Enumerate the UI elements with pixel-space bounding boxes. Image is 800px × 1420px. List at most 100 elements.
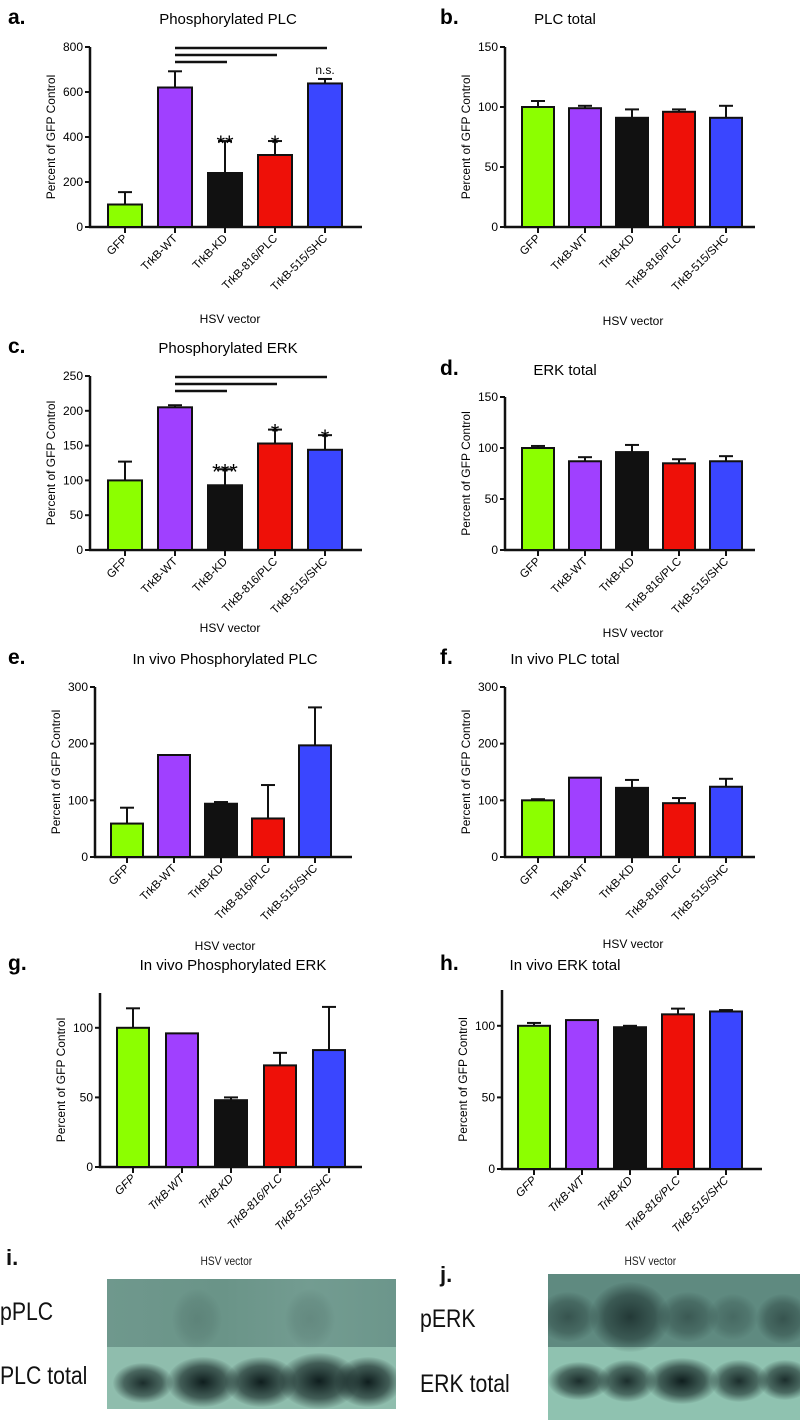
blot-band-total — [646, 1358, 718, 1404]
x-tick-label: TrkB-WT — [139, 556, 180, 597]
blot-band-phospho — [285, 1289, 335, 1349]
blot-band-total — [113, 1363, 173, 1403]
y-tick-label: 0 — [488, 1162, 495, 1176]
western-blot-j — [548, 1274, 800, 1420]
y-tick-label: 50 — [482, 1090, 496, 1104]
y-tick-label: 600 — [63, 85, 83, 99]
y-tick-label: 0 — [76, 220, 83, 234]
x-tick-label: TrkB-WT — [139, 233, 180, 274]
blot-band-phospho — [172, 1289, 222, 1349]
bar-trkb-515-shc — [307, 82, 343, 228]
chart-panel-c: c. Phosphorylated ERK 0 50 100 150 200 250 Perce… — [8, 335, 362, 635]
y-tick-label: 100 — [478, 100, 498, 114]
x-tick-label: GFP — [107, 862, 132, 887]
bar-trkb-816-plc — [257, 442, 293, 551]
bar-trkb-kd — [207, 484, 243, 551]
y-axis-label: Percent of GFP Control — [456, 1017, 470, 1142]
panel-label-j: j. — [440, 1262, 453, 1287]
x-tick-label: GFP — [113, 1172, 138, 1197]
bar-trkb-wt — [157, 86, 193, 228]
blot-j-row-label-phospho: pERK — [420, 1305, 476, 1333]
x-tick-label: GFP — [518, 555, 543, 580]
y-tick-label: 0 — [86, 1160, 93, 1174]
y-tick-label: 200 — [68, 737, 88, 751]
bar-gfp — [110, 822, 144, 858]
y-tick-label: 150 — [478, 40, 498, 54]
bar-trkb-816-plc — [263, 1064, 297, 1169]
y-tick-label: 0 — [491, 543, 498, 557]
x-tick-label: TrkB-KD — [191, 556, 230, 595]
bar-gfp — [107, 479, 143, 551]
blot-i-row-label-phospho: pPLC — [0, 1298, 54, 1326]
x-tick-label: TrkB-KD — [596, 1175, 635, 1214]
y-tick-label: 200 — [63, 175, 83, 189]
blot-band-phospho — [658, 1292, 718, 1342]
x-axis-label: HSV vector — [603, 937, 664, 951]
x-tick-label: TrkB-WT — [147, 1172, 188, 1213]
chart-title: In vivo ERK total — [510, 957, 621, 974]
bar-gfp — [521, 106, 555, 228]
y-tick-label: 50 — [485, 160, 499, 174]
y-tick-label: 100 — [73, 1021, 93, 1035]
chart-title: In vivo PLC total — [510, 651, 619, 668]
bar-trkb-kd — [207, 172, 243, 228]
x-tick-label: GFP — [105, 232, 130, 257]
x-axis-label: HSV vector — [603, 314, 664, 328]
panel-label: g. — [8, 952, 27, 975]
y-tick-label: 200 — [478, 737, 498, 751]
bar-gfp — [521, 799, 555, 858]
chart-panel-a: a. Phosphorylated PLC 0 200 400 600 800 Percent… — [8, 6, 362, 326]
panel-label: d. — [440, 357, 459, 380]
significance-marker: * — [321, 425, 330, 450]
bar-trkb-515-shc — [709, 785, 743, 859]
blot-band-phospho — [756, 1294, 800, 1344]
blot-band-phospho — [708, 1294, 758, 1340]
x-tick-label: TrkB-KD — [598, 556, 637, 595]
blot-i-title: HSV vector — [200, 1254, 253, 1268]
y-tick-label: 100 — [478, 441, 498, 455]
bar-trkb-816-plc — [662, 462, 696, 551]
bar-trkb-515-shc — [298, 744, 332, 858]
y-tick-label: 0 — [76, 543, 83, 557]
x-tick-label: TrkB-KD — [197, 1173, 236, 1212]
blot-band-phospho — [548, 1292, 598, 1342]
chart-title: PLC total — [534, 11, 596, 28]
chart-title: In vivo Phosphorylated PLC — [132, 651, 317, 668]
y-tick-label: 50 — [485, 492, 499, 506]
x-tick-label: GFP — [105, 555, 130, 580]
bar-trkb-515-shc — [307, 448, 343, 551]
bar-trkb-kd — [204, 802, 238, 859]
chart-panel-h: h. In vivo ERK total 0 50 100 Percent of GFP … — [440, 952, 762, 1235]
significance-marker: *** — [212, 459, 238, 484]
chart-panel-b: b. PLC total 0 50 100 150 Percent of GFP Contr… — [440, 6, 755, 328]
x-axis-label: HSV vector — [200, 312, 261, 326]
bar-gfp — [107, 203, 143, 228]
bar-trkb-816-plc — [662, 110, 696, 228]
blot-j-row-label-total: ERK total — [420, 1370, 510, 1398]
y-tick-label: 400 — [63, 130, 83, 144]
bar-trkb-wt — [568, 107, 602, 228]
x-tick-label: TrkB-WT — [549, 863, 590, 904]
y-tick-label: 0 — [491, 220, 498, 234]
y-tick-label: 250 — [63, 369, 83, 383]
bar-trkb-kd — [214, 1099, 248, 1168]
bar-trkb-816-plc — [661, 1013, 695, 1170]
y-axis-label: Percent of GFP Control — [49, 710, 63, 835]
bar-trkb-515-shc — [312, 1049, 346, 1169]
chart-title: Phosphorylated PLC — [159, 11, 297, 28]
bar-trkb-wt — [565, 1019, 599, 1171]
x-tick-label: GFP — [518, 232, 543, 257]
y-tick-label: 800 — [63, 40, 83, 54]
chart-panel-f: f. In vivo PLC total 0 100 200 300 Percent of … — [440, 646, 755, 951]
significance-marker: * — [271, 131, 280, 156]
blot-band-total — [335, 1357, 396, 1407]
y-tick-label: 100 — [475, 1019, 495, 1033]
bar-trkb-wt — [568, 776, 602, 859]
y-tick-label: 150 — [63, 439, 83, 453]
significance-marker: * — [271, 420, 280, 445]
y-tick-label: 200 — [63, 404, 83, 418]
bar-trkb-816-plc — [257, 154, 293, 228]
bar-trkb-kd — [613, 1026, 647, 1171]
blot-i-phospho-strip — [107, 1279, 396, 1347]
x-tick-label: GFP — [514, 1174, 539, 1199]
